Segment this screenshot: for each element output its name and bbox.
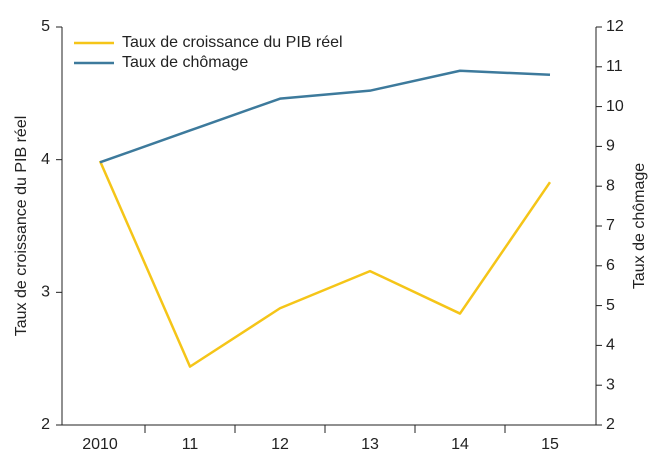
y-tick-label: 3: [41, 284, 50, 301]
legend-label: Taux de croissance du PIB réel: [122, 34, 343, 51]
y2-tick-label: 8: [606, 177, 615, 194]
y-tick-label: 5: [41, 18, 50, 35]
y-tick-label: 2: [41, 416, 50, 433]
y2-tick-label: 5: [606, 297, 615, 314]
series-line: [98, 160, 552, 368]
series-line: [99, 69, 551, 164]
y2-tick-label: 2: [606, 416, 615, 433]
y-axis-label: Taux de croissance du PIB réel: [13, 116, 30, 337]
y2-tick-label: 4: [606, 337, 615, 354]
x-tick-label: 11: [182, 436, 199, 453]
y2-tick-label: 9: [606, 138, 615, 155]
y2-tick-label: 6: [606, 257, 615, 274]
y2-tick-label: 10: [606, 98, 624, 115]
y2-tick-label: 11: [606, 58, 623, 75]
y2-tick-label: 12: [606, 18, 624, 35]
y-tick-label: 4: [41, 151, 50, 168]
x-tick-label: 12: [271, 436, 289, 453]
x-tick-label: 2010: [82, 436, 118, 453]
y2-tick-label: 3: [606, 376, 615, 393]
legend-label: Taux de chômage: [122, 54, 248, 71]
x-tick-label: 15: [541, 436, 559, 453]
x-tick-label: 13: [361, 436, 379, 453]
y2-axis-label: Taux de chômage: [631, 163, 648, 289]
x-tick-label: 14: [451, 436, 469, 453]
y2-tick-label: 7: [606, 217, 615, 234]
